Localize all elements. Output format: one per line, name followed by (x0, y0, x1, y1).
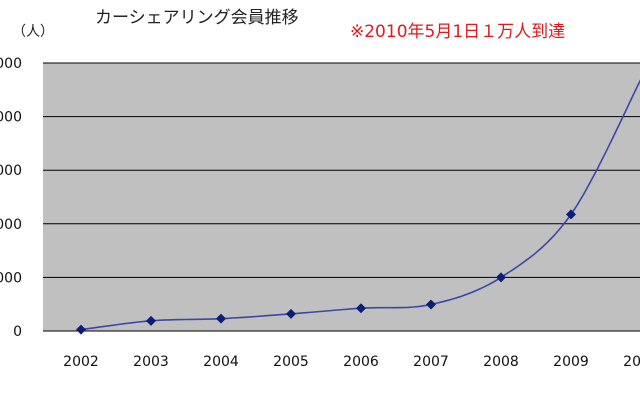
x-tick-label: 2008 (483, 354, 519, 370)
chart-title: カーシェアリング会員推移 (95, 8, 299, 28)
x-tick-label: 2002 (63, 354, 99, 370)
x-tick-label: 2006 (343, 354, 379, 370)
y-tick-label: 000 (0, 270, 22, 286)
x-axis-tick-labels: 2002 2003 2004 2005 2006 2007 2008 2009 2010 (63, 354, 640, 370)
x-tick-label: 2010 (623, 354, 640, 370)
y-tick-label: 000 (0, 56, 22, 72)
x-tick-label: 2004 (203, 354, 239, 370)
x-tick-label: 2007 (413, 354, 449, 370)
gridlines (43, 62, 640, 332)
y-tick-label: 000 (0, 110, 22, 126)
data-point-marker (426, 299, 436, 310)
x-tick-label: 2003 (133, 354, 169, 370)
data-point-marker (286, 308, 296, 319)
x-tick-label: 2005 (273, 354, 309, 370)
x-tick-label: 2009 (553, 354, 589, 370)
y-tick-label: 0 (13, 324, 22, 340)
y-axis-tick-labels: 0000000000000000 (0, 56, 22, 340)
y-tick-label: 000 (0, 217, 22, 233)
y-axis-unit-label: （人） (12, 24, 54, 40)
annotation-note: ※2010年5月1日１万人到達 (350, 22, 566, 42)
y-tick-label: 000 (0, 163, 22, 179)
series-markers (76, 209, 576, 335)
data-point-marker (146, 315, 156, 326)
data-point-marker (76, 324, 86, 335)
plot-area (43, 63, 640, 331)
data-point-marker (356, 303, 366, 314)
data-point-marker (496, 272, 506, 283)
data-point-marker (566, 209, 576, 220)
data-point-marker (216, 313, 226, 324)
